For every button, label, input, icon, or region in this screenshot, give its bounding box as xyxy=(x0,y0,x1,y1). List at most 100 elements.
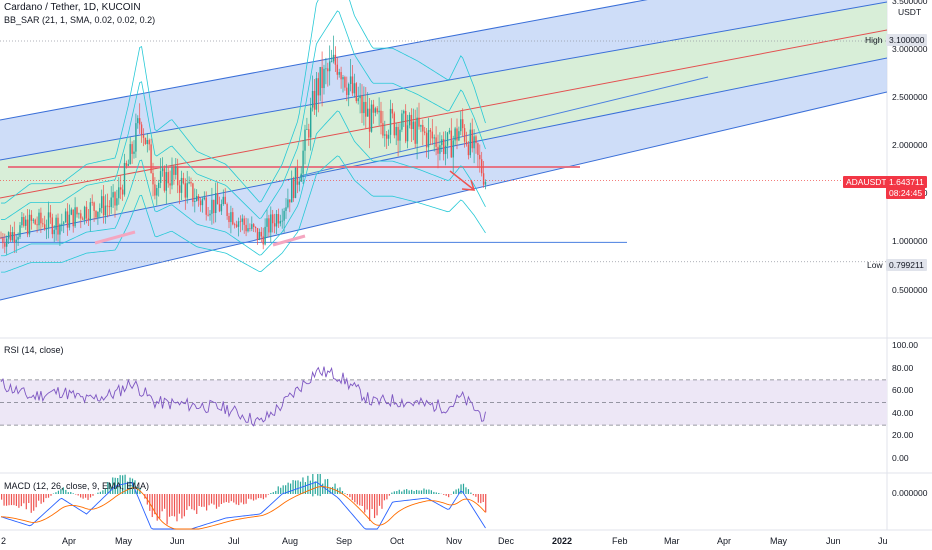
candle-body xyxy=(104,205,107,216)
macd-histogram-bar xyxy=(62,487,64,494)
macd-histogram-bar xyxy=(109,483,111,494)
low-label: Low xyxy=(867,260,883,270)
macd-indicator-label[interactable]: MACD (12, 26, close, 9, EMA, EMA) xyxy=(4,481,150,491)
macd-histogram-bar xyxy=(457,488,460,494)
candle-body xyxy=(45,228,48,230)
rsi-tick-label: 60.00 xyxy=(892,385,914,396)
candle-body xyxy=(118,187,120,199)
rsi-tick-label: 0.00 xyxy=(892,453,909,463)
macd-histogram-bar xyxy=(322,483,324,494)
candle-body xyxy=(180,177,183,193)
candle-body xyxy=(317,78,319,96)
macd-histogram-bar xyxy=(225,494,227,503)
candle-body xyxy=(273,223,276,227)
macd-histogram-bar xyxy=(70,492,72,494)
candle-body xyxy=(243,218,245,225)
candle-body xyxy=(363,101,365,114)
candle-body xyxy=(471,129,473,149)
candle-body xyxy=(296,167,299,185)
macd-histogram-bar xyxy=(386,494,388,500)
macd-histogram-bar xyxy=(35,494,37,508)
candle-body xyxy=(232,212,234,225)
bb-sar-indicator-label[interactable]: BB_SAR (21, 1, SMA, 0.02, 0.02, 0.2) xyxy=(4,15,156,25)
macd-histogram-bar xyxy=(393,491,395,494)
candle-body xyxy=(262,236,264,245)
macd-histogram-bar xyxy=(270,492,272,494)
macd-histogram-bar xyxy=(80,494,82,498)
macd-histogram-bar xyxy=(228,494,230,503)
candle-body xyxy=(431,131,433,139)
candle-body xyxy=(129,144,131,165)
candle-body xyxy=(304,129,306,151)
macd-histogram-bar xyxy=(65,489,67,494)
candle-body xyxy=(266,218,268,227)
candle-body xyxy=(325,68,327,70)
macd-histogram-bar xyxy=(28,494,30,504)
candle-body xyxy=(454,128,456,141)
candle-body xyxy=(408,114,411,126)
candle-body xyxy=(353,83,356,94)
macd-histogram-bar xyxy=(50,494,52,496)
candle-body xyxy=(144,137,147,144)
candle-body xyxy=(294,167,297,198)
macd-histogram-bar xyxy=(297,480,299,494)
candle-body xyxy=(378,110,380,113)
macd-histogram-bar xyxy=(312,474,314,497)
macd-histogram-bar xyxy=(18,494,20,508)
macd-histogram-bar xyxy=(346,494,348,496)
candle-body xyxy=(338,72,340,75)
time-tick-label: 2022 xyxy=(552,536,573,546)
candle-body xyxy=(38,212,40,226)
candle-body xyxy=(186,183,188,198)
macd-histogram-bar xyxy=(240,494,242,503)
time-tick-label: Mar xyxy=(664,536,680,546)
macd-histogram-bar xyxy=(164,494,166,509)
macd-histogram-bar xyxy=(20,494,22,507)
candle-body xyxy=(467,144,470,156)
candle-body xyxy=(424,131,426,133)
macd-histogram-bar xyxy=(408,490,410,494)
macd-histogram-bar xyxy=(443,494,445,495)
candle-body xyxy=(74,207,76,227)
candle-body xyxy=(142,134,145,138)
candle-body xyxy=(161,168,164,172)
rsi-tick-label: 100.00 xyxy=(892,340,918,350)
candle-body xyxy=(207,214,209,216)
candle-body xyxy=(315,78,318,110)
candle-body xyxy=(374,108,376,113)
candle-body xyxy=(139,118,141,125)
candle-body xyxy=(416,117,418,144)
candle-body xyxy=(82,218,84,220)
time-tick-label: Nov xyxy=(446,536,463,546)
candle-body xyxy=(433,137,435,139)
price-tick-label: 1.000000 xyxy=(892,236,928,247)
candle-body xyxy=(146,140,148,144)
candle-body xyxy=(30,214,33,221)
candle-body xyxy=(112,192,114,198)
macd-histogram-bar xyxy=(10,494,13,506)
macd-histogram-bar xyxy=(366,494,368,510)
candle-body xyxy=(340,72,342,80)
candle-body xyxy=(211,199,213,214)
candle-body xyxy=(469,129,471,156)
candle-body xyxy=(218,204,221,212)
candle-body xyxy=(19,225,21,238)
rsi-indicator-label[interactable]: RSI (14, close) xyxy=(4,345,64,355)
macd-histogram-bar xyxy=(445,494,447,496)
candle-body xyxy=(228,215,230,223)
macd-histogram-bar xyxy=(30,494,32,513)
macd-histogram-bar xyxy=(156,494,158,521)
macd-histogram-bar xyxy=(77,494,79,496)
candle-body xyxy=(133,151,135,154)
macd-histogram-bar xyxy=(317,474,319,496)
time-tick-label: Jun xyxy=(826,536,841,546)
candle-body xyxy=(55,217,57,230)
macd-histogram-bar xyxy=(309,480,311,494)
candle-body xyxy=(406,125,409,142)
candle-body xyxy=(264,226,266,245)
macd-histogram-bar xyxy=(223,494,225,503)
candle-body xyxy=(260,231,262,237)
macd-histogram-bar xyxy=(423,488,425,494)
candle-body xyxy=(439,145,441,154)
